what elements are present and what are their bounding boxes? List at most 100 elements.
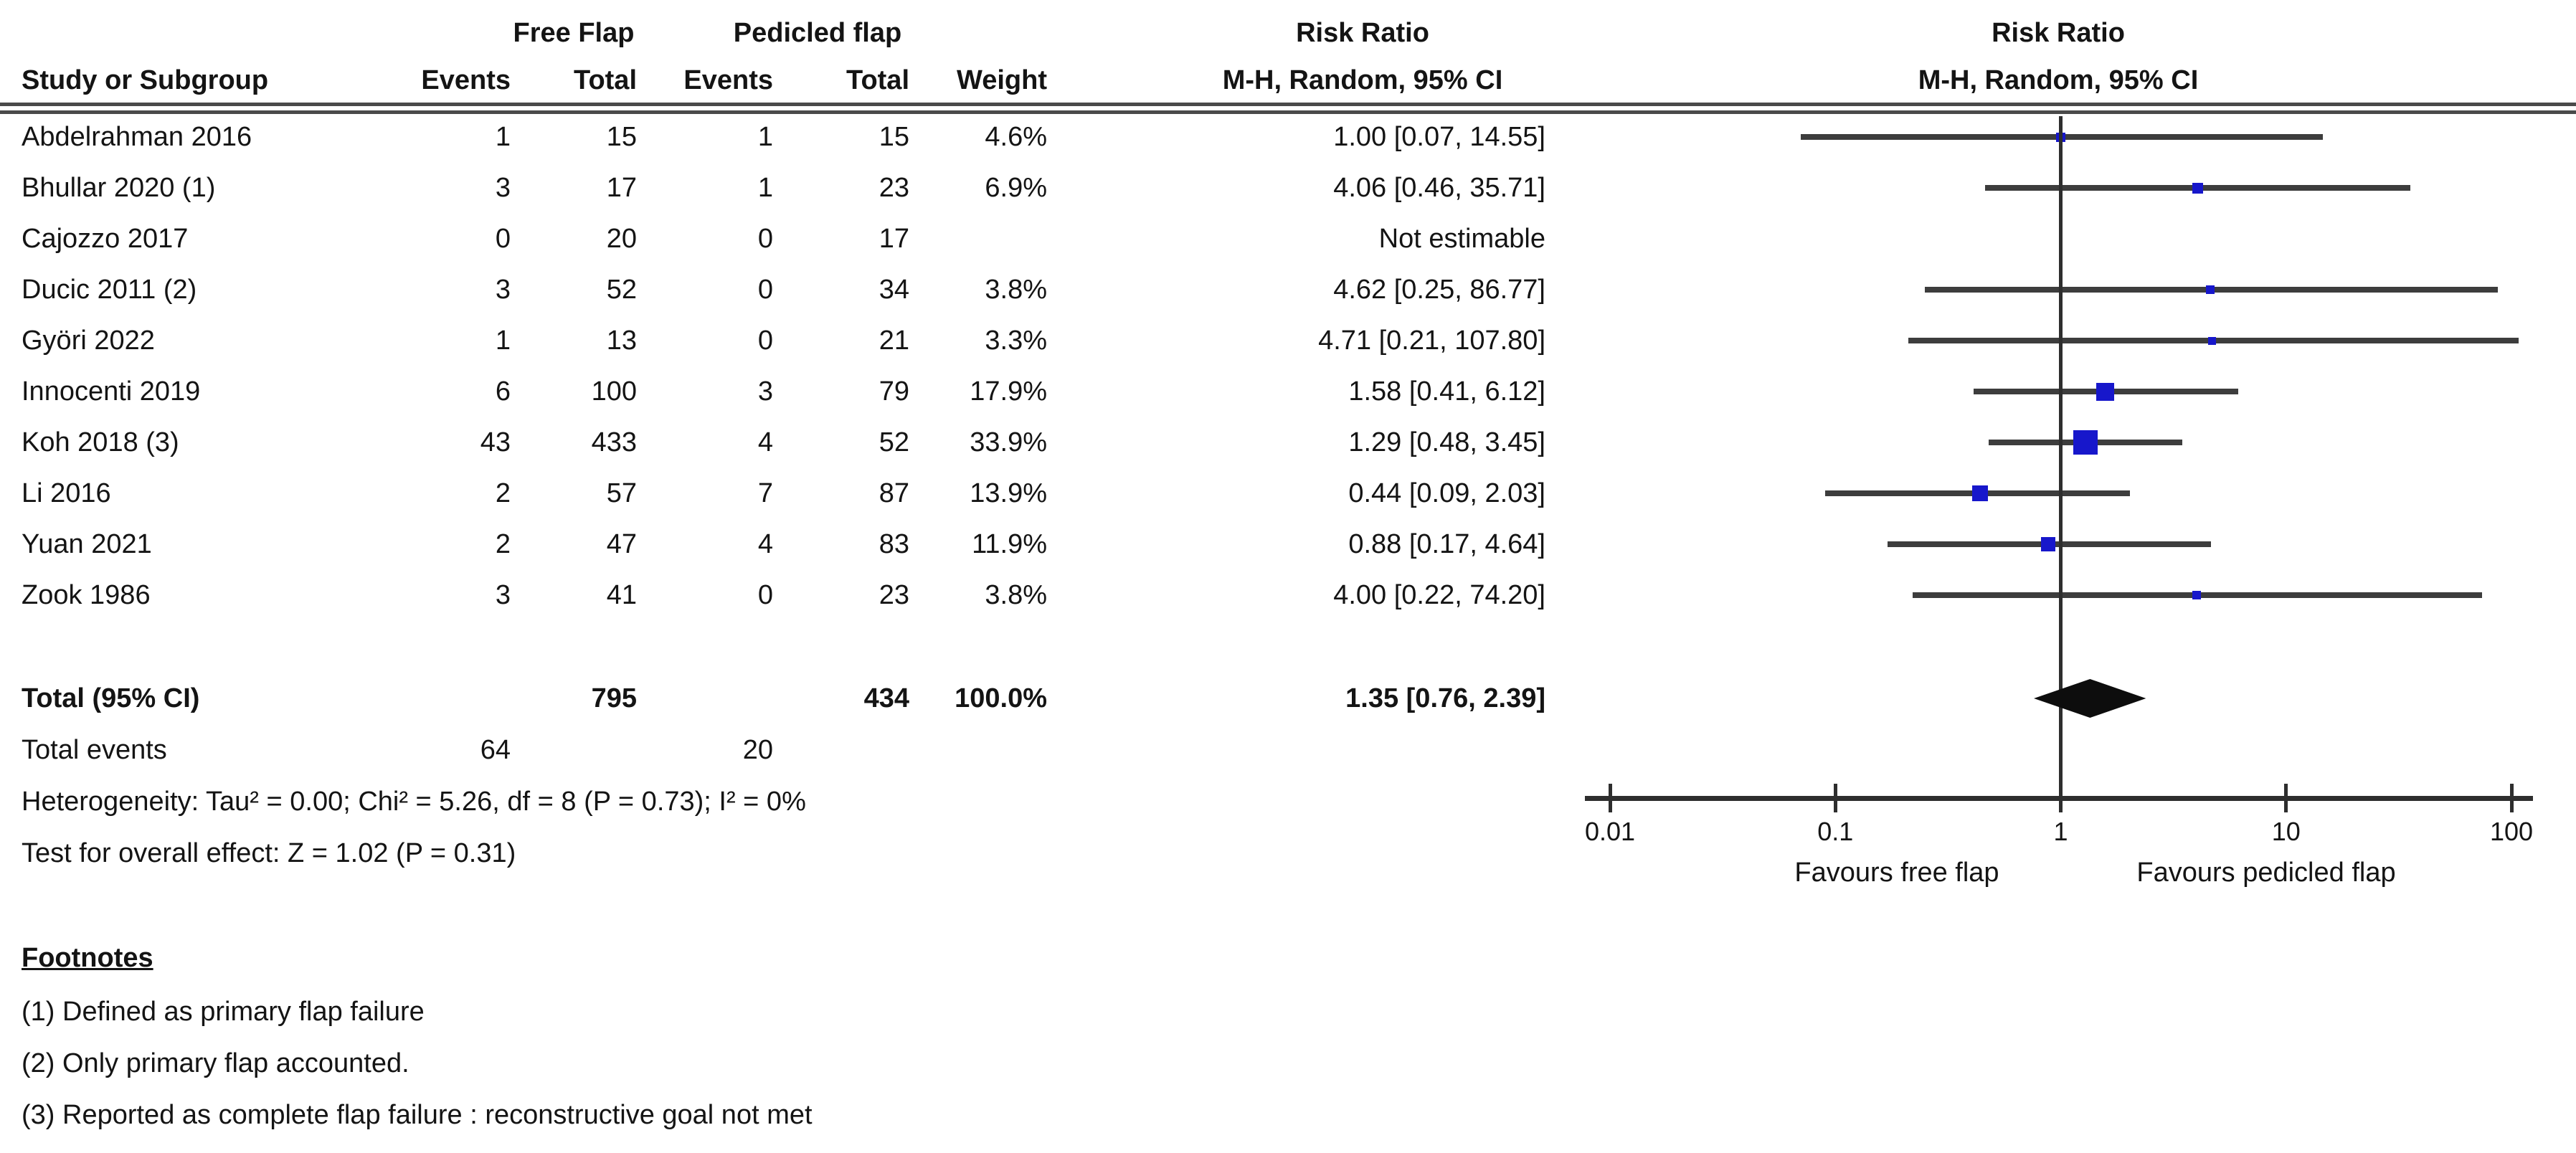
events-free-flap: 3 — [495, 275, 511, 305]
events2-column-header: Events — [683, 65, 773, 95]
group1-header: Free Flap — [513, 18, 635, 48]
axis-tick — [2059, 784, 2063, 812]
events-pedicled-flap: 1 — [757, 173, 773, 203]
total-free-flap: 52 — [606, 275, 637, 305]
total-pedicled-flap: 83 — [879, 529, 909, 559]
events-free-flap: 2 — [495, 478, 511, 508]
weight-value: 4.6% — [985, 122, 1047, 152]
risk-ratio-ci-text: 1.29 [0.48, 3.45] — [1348, 427, 1545, 457]
risk-ratio-ci-text: 0.44 [0.09, 2.03] — [1348, 478, 1545, 508]
events-pedicled-flap: 7 — [757, 478, 773, 508]
weight-value: 3.3% — [985, 326, 1047, 356]
effect-estimate-square — [2096, 382, 2115, 401]
footnote-2: (2) Only primary flap accounted. — [22, 1048, 409, 1078]
total-row-ci: 1.35 [0.76, 2.39] — [1345, 683, 1545, 713]
total-pedicled-flap: 21 — [879, 326, 909, 356]
study-label: Bhullar 2020 (1) — [22, 173, 216, 203]
effect-estimate-square — [1972, 485, 1989, 501]
total2-column-header: Total — [846, 65, 909, 95]
total-pedicled-flap: 34 — [879, 275, 909, 305]
weight-value: 13.9% — [970, 478, 1047, 508]
events-pedicled-flap: 3 — [757, 376, 773, 407]
total-free-flap: 47 — [606, 529, 637, 559]
group2-header: Pedicled flap — [733, 18, 902, 48]
axis-tick — [2509, 784, 2514, 812]
footnote-3: (3) Reported as complete flap failure : … — [22, 1100, 813, 1130]
weight-value: 3.8% — [985, 275, 1047, 305]
total-pedicled-flap: 79 — [879, 376, 909, 407]
stat-column-title: Risk Ratio — [1296, 18, 1429, 48]
risk-ratio-ci-text: 1.00 [0.07, 14.55] — [1333, 122, 1545, 152]
weight-value: 6.9% — [985, 173, 1047, 203]
effect-estimate-square — [2041, 537, 2056, 551]
total-row-total1: 795 — [591, 683, 637, 713]
effect-estimate-square — [2192, 591, 2201, 599]
events-free-flap: 1 — [495, 122, 511, 152]
total-free-flap: 20 — [606, 224, 637, 254]
study-label: Abdelrahman 2016 — [22, 122, 252, 152]
study-column-header: Study or Subgroup — [22, 65, 269, 95]
study-label: Yuan 2021 — [22, 529, 152, 559]
total-free-flap: 15 — [606, 122, 637, 152]
stat-column-subheader: M-H, Random, 95% CI — [1222, 65, 1503, 95]
total-events-label: Total events — [22, 735, 167, 765]
pooled-effect-diamond — [2034, 679, 2146, 718]
total-events-group2: 20 — [742, 735, 773, 765]
total-row-label: Total (95% CI) — [22, 683, 200, 713]
risk-ratio-ci-text: 1.58 [0.41, 6.12] — [1348, 376, 1545, 407]
plot-column-subheader: M-H, Random, 95% CI — [1918, 65, 2199, 95]
events-pedicled-flap: 0 — [757, 275, 773, 305]
events-pedicled-flap: 0 — [757, 224, 773, 254]
total-free-flap: 433 — [591, 427, 637, 457]
risk-ratio-ci-text: 4.06 [0.46, 35.71] — [1333, 173, 1545, 203]
axis-tick — [1833, 784, 1837, 812]
overall-effect-test: Test for overall effect: Z = 1.02 (P = 0… — [22, 838, 516, 868]
total-free-flap: 41 — [606, 580, 637, 610]
weight-value — [818, 214, 1047, 263]
events-pedicled-flap: 4 — [757, 427, 773, 457]
total-pedicled-flap: 23 — [879, 580, 909, 610]
axis-tick-label: 100 — [2489, 817, 2534, 846]
footnotes-heading: Footnotes — [22, 943, 153, 973]
events-pedicled-flap: 0 — [757, 326, 773, 356]
events-free-flap: 43 — [480, 427, 511, 457]
effect-estimate-square — [2192, 182, 2204, 194]
axis-tick-label: 1 — [2053, 817, 2068, 846]
total-row-weight: 100.0% — [955, 683, 1047, 713]
null-effect-line — [2059, 116, 2063, 798]
events-free-flap: 3 — [495, 580, 511, 610]
plot-column-title: Risk Ratio — [1992, 18, 2125, 48]
events-pedicled-flap: 4 — [757, 529, 773, 559]
effect-estimate-square — [2208, 336, 2217, 345]
effect-estimate-square — [2206, 285, 2215, 294]
study-label: Innocenti 2019 — [22, 376, 201, 407]
risk-ratio-ci-text: 4.00 [0.22, 74.20] — [1333, 580, 1545, 610]
events-free-flap: 0 — [495, 224, 511, 254]
weight-value: 33.9% — [970, 427, 1047, 457]
events-pedicled-flap: 1 — [757, 122, 773, 152]
axis-tick-label: 10 — [2271, 817, 2301, 846]
weight-value: 11.9% — [972, 529, 1047, 559]
total-pedicled-flap: 52 — [879, 427, 909, 457]
total-free-flap: 13 — [606, 326, 637, 356]
events-free-flap: 1 — [495, 326, 511, 356]
heterogeneity-stats: Heterogeneity: Tau² = 0.00; Chi² = 5.26,… — [22, 787, 806, 817]
weight-value: 17.9% — [970, 376, 1047, 407]
study-label: Li 2016 — [22, 478, 111, 508]
axis-tick — [2284, 784, 2288, 812]
axis-tick-label: 0.1 — [1817, 817, 1854, 846]
events-pedicled-flap: 0 — [757, 580, 773, 610]
risk-ratio-ci-text: 4.71 [0.21, 107.80] — [1318, 326, 1545, 356]
events-free-flap: 6 — [495, 376, 511, 407]
risk-ratio-ci-text: 0.88 [0.17, 4.64] — [1348, 529, 1545, 559]
study-label: Cajozzo 2017 — [22, 224, 189, 254]
header-separator-line — [0, 103, 2576, 114]
events-free-flap: 2 — [495, 529, 511, 559]
total-free-flap: 100 — [591, 376, 637, 407]
risk-ratio-ci-text: 4.62 [0.25, 86.77] — [1333, 275, 1545, 305]
total-free-flap: 17 — [606, 173, 637, 203]
total-free-flap: 57 — [606, 478, 637, 508]
study-label: Ducic 2011 (2) — [22, 275, 197, 305]
total-events-group1: 64 — [480, 735, 511, 765]
